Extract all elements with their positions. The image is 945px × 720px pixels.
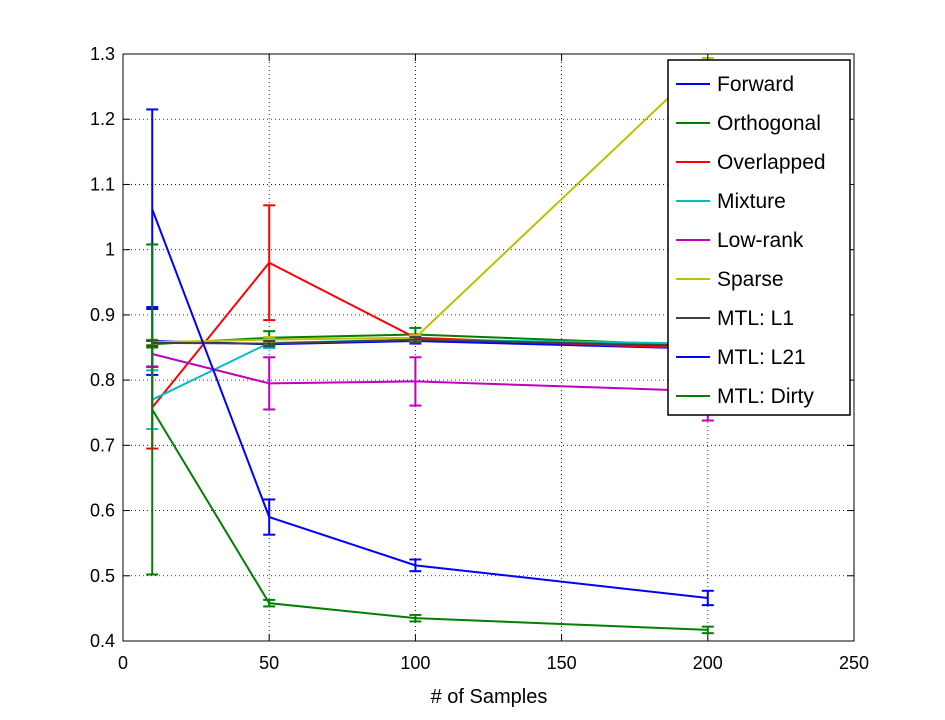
x-tick-label: 250 <box>839 653 869 673</box>
y-tick-label: 0.4 <box>90 631 115 651</box>
y-tick-label: 0.9 <box>90 305 115 325</box>
series-line <box>152 59 709 344</box>
x-tick-label: 200 <box>693 653 723 673</box>
series-line <box>151 208 708 599</box>
series-line <box>151 353 708 393</box>
legend-label: Mixture <box>717 190 786 213</box>
legend-item: MTL: Dirty <box>676 385 814 408</box>
y-tick-label: 0.8 <box>90 370 115 390</box>
error-bar <box>263 339 276 348</box>
axes: 0 50 100 150 200 250 0.4 0.5 0.6 0.7 0.8 0.9 1 1.1 1.2… <box>90 44 869 673</box>
error-bar <box>409 356 422 407</box>
legend-item: Sparse <box>676 268 784 291</box>
legend-item: Low-rank <box>676 229 804 252</box>
legend-item: MTL: L21 <box>676 346 806 369</box>
error-bar <box>409 613 422 623</box>
error-bar <box>409 558 422 573</box>
legend-item: Overlapped <box>676 151 826 174</box>
y-tick-label: 1.2 <box>90 109 115 129</box>
error-bar <box>263 598 276 608</box>
error-bar <box>701 625 714 635</box>
plot-frame <box>122 53 855 642</box>
legend-label: MTL: L21 <box>717 346 806 369</box>
legend-label: Low-rank <box>717 229 804 252</box>
series-line <box>152 338 708 348</box>
legend-label: MTL: Dirty <box>717 385 814 408</box>
y-tick-label: 1 <box>105 240 115 260</box>
error-bar <box>263 356 276 411</box>
series-mtl-dirty <box>146 243 714 635</box>
series-line <box>151 408 708 631</box>
x-tick-label: 100 <box>400 653 430 673</box>
x-tick-label: 150 <box>547 653 577 673</box>
legend: Forward Orthogonal Overlapped Mixture Low-ra… <box>667 59 851 416</box>
x-tick-label: 50 <box>259 653 279 673</box>
y-tick-label: 0.6 <box>90 501 115 521</box>
legend-item: Forward <box>676 73 794 96</box>
y-tick-label: 1.1 <box>90 174 115 194</box>
legend-label: MTL: L1 <box>717 307 794 330</box>
error-bar <box>146 243 159 576</box>
legend-label: Orthogonal <box>717 112 821 135</box>
y-tick-label: 0.7 <box>90 435 115 455</box>
series-group <box>146 56 714 635</box>
legend-box <box>667 59 851 416</box>
legend-label: Forward <box>717 73 794 96</box>
legend-item: Mixture <box>676 190 786 213</box>
error-bar <box>701 589 714 607</box>
error-bar <box>263 204 276 322</box>
error-bar <box>263 498 276 536</box>
y-tick-label: 1.3 <box>90 44 115 64</box>
legend-label: Sparse <box>717 268 784 291</box>
error-bar <box>409 336 422 344</box>
legend-item: MTL: L1 <box>676 307 794 330</box>
legend-item: Orthogonal <box>676 112 821 135</box>
y-tick-label: 0.5 <box>90 566 115 586</box>
x-axis-label: # of Samples <box>431 686 548 708</box>
x-tick-label: 0 <box>118 653 128 673</box>
legend-label: Overlapped <box>717 151 826 174</box>
